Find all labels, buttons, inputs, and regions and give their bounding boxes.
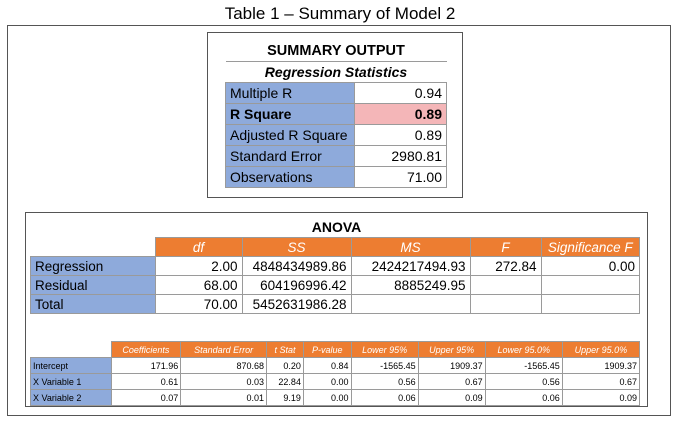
table-header-row: Coefficients Standard Error t Stat P-val… [30, 341, 641, 358]
column-header: Lower 95% [350, 341, 419, 358]
cell: -1565.45 [484, 357, 563, 374]
row-label: Regression [30, 256, 156, 276]
r-square-value: 0.89 [354, 103, 447, 125]
cell: 1909.37 [561, 357, 641, 374]
column-header: df [154, 237, 243, 257]
cell: 0.09 [561, 389, 641, 406]
anova-table: df SS MS F Significance F Regression 2.0… [30, 237, 640, 314]
column-header: t Stat [266, 341, 304, 358]
table-row: R Square 0.89 [225, 103, 447, 125]
cell: 0.00 [540, 256, 640, 276]
table-row: X Variable 1 0.61 0.03 22.84 0.00 0.56 0… [30, 373, 641, 390]
row-label: Total [30, 294, 156, 314]
cell: 0.07 [110, 389, 182, 406]
cell [469, 275, 542, 295]
stat-value: 71.00 [354, 166, 447, 188]
summary-output-box: SUMMARY OUTPUT Regression Statistics Mul… [207, 32, 463, 198]
cell: 9.19 [266, 389, 304, 406]
cell: 4848434989.86 [241, 256, 352, 276]
column-header: Upper 95% [417, 341, 486, 358]
cell: 0.09 [417, 389, 486, 406]
stat-value: 2980.81 [354, 145, 447, 167]
column-header: Upper 95.0% [561, 341, 641, 358]
column-header: Lower 95.0% [484, 341, 563, 358]
summary-table: SUMMARY OUTPUT Regression Statistics Mul… [225, 41, 447, 188]
column-header: MS [350, 237, 471, 257]
stat-value: 0.94 [354, 82, 447, 104]
cell: 0.56 [484, 373, 563, 390]
cell: 0.03 [180, 373, 268, 390]
cell: 2.00 [154, 256, 243, 276]
column-header: SS [241, 237, 352, 257]
cell: 0.06 [350, 389, 419, 406]
stat-label: R Square [225, 103, 355, 125]
stat-label: Standard Error [225, 145, 355, 167]
cell: 604196996.42 [241, 275, 352, 295]
row-label: Intercept [30, 357, 112, 374]
cell: 0.84 [302, 357, 352, 374]
column-header: P-value [302, 341, 352, 358]
cell [350, 294, 471, 314]
stat-value: 0.89 [354, 124, 447, 146]
cell: 0.00 [302, 373, 352, 390]
row-label: X Variable 1 [30, 373, 112, 390]
table-row: Adjusted R Square 0.89 [225, 124, 447, 146]
column-header: Standard Error [180, 341, 268, 358]
cell: 272.84 [469, 256, 542, 276]
cell: 1909.37 [417, 357, 486, 374]
row-label: X Variable 2 [30, 389, 112, 406]
cell: 0.20 [266, 357, 304, 374]
stat-label: Multiple R [225, 82, 355, 104]
cell: 68.00 [154, 275, 243, 295]
anova-box: ANOVA df SS MS F Significance F Regressi… [25, 212, 648, 407]
cell: 0.67 [561, 373, 641, 390]
stat-label: Observations [225, 166, 355, 188]
cell: 22.84 [266, 373, 304, 390]
table-row: Regression 2.00 4848434989.86 2424217494… [30, 256, 640, 276]
cell [540, 294, 640, 314]
cell: 0.61 [110, 373, 182, 390]
cell: 0.00 [302, 389, 352, 406]
anova-title: ANOVA [311, 219, 362, 235]
table-caption: Table 1 – Summary of Model 2 [224, 4, 456, 23]
cell: 0.67 [417, 373, 486, 390]
table-header-row: df SS MS F Significance F [30, 237, 640, 257]
coefficients-table: Coefficients Standard Error t Stat P-val… [30, 341, 641, 406]
table-row: Multiple R 0.94 [225, 82, 447, 104]
row-label: Residual [30, 275, 156, 295]
table-row: X Variable 2 0.07 0.01 9.19 0.00 0.06 0.… [30, 389, 641, 406]
cell: 70.00 [154, 294, 243, 314]
cell: 8885249.95 [350, 275, 471, 295]
column-header: F [469, 237, 542, 257]
cell [469, 294, 542, 314]
table-row: Standard Error 2980.81 [225, 145, 447, 167]
cell [540, 275, 640, 295]
cell: 0.56 [350, 373, 419, 390]
cell: 2424217494.93 [350, 256, 471, 276]
table-row: Intercept 171.96 870.68 0.20 0.84 -1565.… [30, 357, 641, 374]
cell: 5452631986.28 [241, 294, 352, 314]
cell: 0.06 [484, 389, 563, 406]
cell: 171.96 [110, 357, 182, 374]
column-header: Coefficients [110, 341, 182, 358]
cell: 870.68 [180, 357, 268, 374]
cell: 0.01 [180, 389, 268, 406]
summary-subtitle: Regression Statistics [225, 61, 447, 83]
table-row: Observations 71.00 [225, 166, 447, 188]
summary-title: SUMMARY OUTPUT [267, 43, 405, 59]
table-row: Total 70.00 5452631986.28 [30, 294, 640, 314]
column-header: Significance F [540, 237, 640, 257]
table-row: Residual 68.00 604196996.42 8885249.95 [30, 275, 640, 295]
cell: -1565.45 [350, 357, 419, 374]
outer-frame [7, 25, 671, 416]
stat-label: Adjusted R Square [225, 124, 355, 146]
